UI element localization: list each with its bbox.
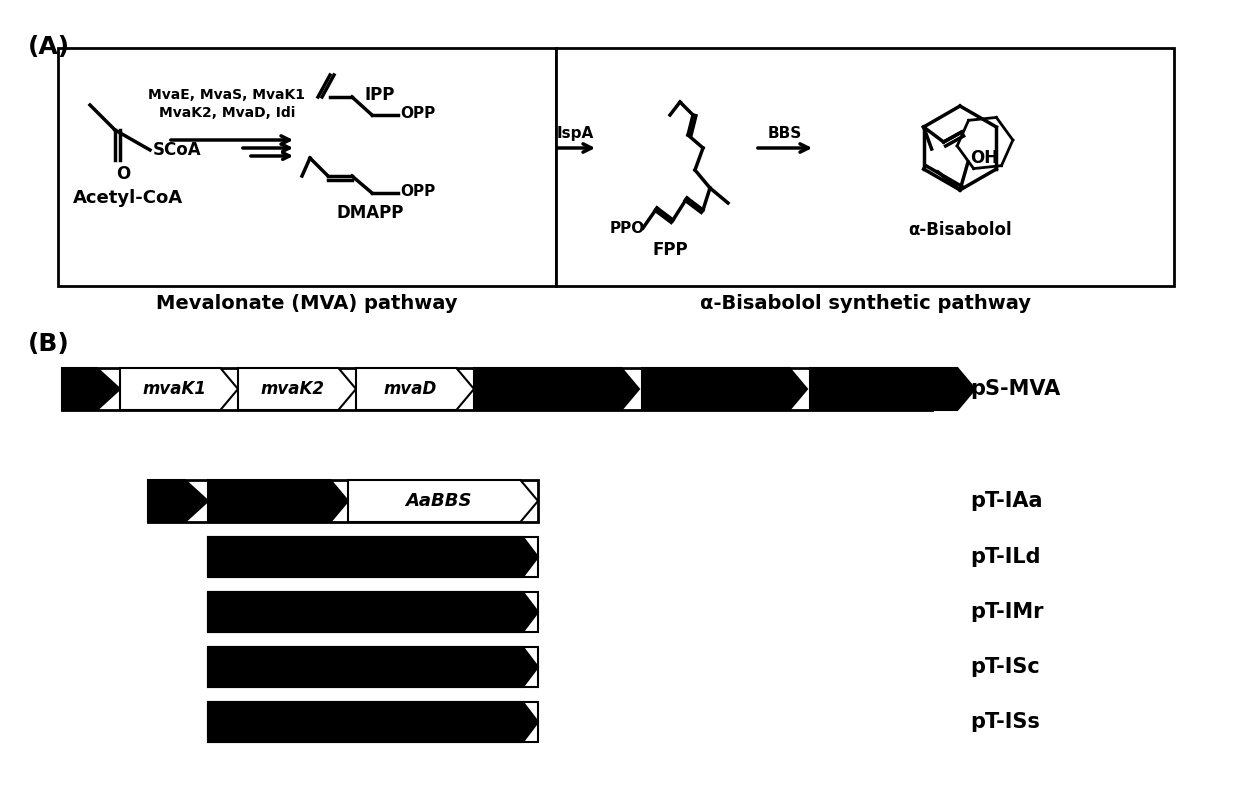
Text: SCoA: SCoA [153,141,202,159]
Text: OPP: OPP [401,105,435,121]
Polygon shape [208,702,538,742]
Text: MvaK2, MvaD, Idi: MvaK2, MvaD, Idi [159,106,295,120]
Text: OH: OH [970,149,998,167]
Polygon shape [148,480,208,522]
Polygon shape [208,592,538,632]
Text: DMAPP: DMAPP [336,204,404,222]
Polygon shape [642,368,807,410]
Text: PPO: PPO [610,221,645,236]
Polygon shape [348,480,538,522]
Text: α-Bisabolol: α-Bisabolol [908,221,1012,239]
Text: IspA: IspA [557,126,594,141]
Text: (B): (B) [29,332,69,356]
Polygon shape [208,480,348,522]
Bar [556,48,1174,286]
Text: IPP: IPP [365,86,396,104]
Polygon shape [120,368,238,410]
Text: FPP: FPP [652,241,688,259]
Bar [208,592,538,632]
Text: BBS: BBS [768,126,802,141]
Text: AaBBS: AaBBS [405,492,472,510]
Bar [208,537,538,577]
Text: pS-MVA: pS-MVA [970,379,1060,399]
Text: mvaK2: mvaK2 [260,380,325,398]
Text: α-Bisabolol synthetic pathway: α-Bisabolol synthetic pathway [699,294,1030,312]
Polygon shape [238,368,356,410]
Text: pT-ISc: pT-ISc [970,657,1040,677]
Text: pT-ILd: pT-ILd [970,547,1040,567]
Polygon shape [62,368,120,410]
Text: Acetyl-CoA: Acetyl-CoA [73,189,184,207]
Polygon shape [208,647,538,687]
Polygon shape [208,537,538,577]
Polygon shape [810,368,975,410]
Text: O: O [115,165,130,183]
Bar [62,368,932,410]
Text: Mevalonate (MVA) pathway: Mevalonate (MVA) pathway [156,294,458,312]
Text: pT-ISs: pT-ISs [970,712,1040,732]
Bar [208,702,538,742]
Bar [208,647,538,687]
Bar [58,48,556,286]
Text: pT-IAa: pT-IAa [970,491,1043,511]
Bar [148,480,538,522]
Polygon shape [474,368,639,410]
Text: OPP: OPP [401,184,435,199]
Text: pT-IMr: pT-IMr [970,602,1044,622]
Text: MvaE, MvaS, MvaK1: MvaE, MvaS, MvaK1 [149,88,305,102]
Text: mvaD: mvaD [384,380,438,398]
Polygon shape [356,368,474,410]
Text: mvaK1: mvaK1 [143,380,207,398]
Text: (A): (A) [29,35,71,59]
